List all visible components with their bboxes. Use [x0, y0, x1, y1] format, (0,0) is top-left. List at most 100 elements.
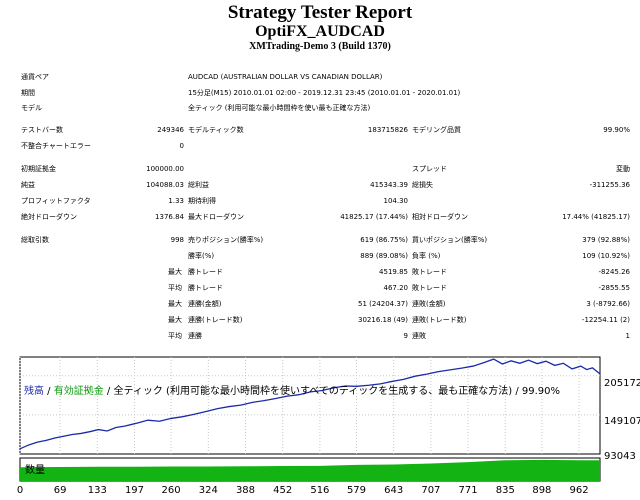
max-cons-profit-prefix: 最大 — [168, 316, 182, 324]
model-value: 全ティック (利用可能な最小時間枠を使い最も正確な方法) — [188, 104, 371, 112]
max-drawdown-value: 41825.17 (17.44%) — [340, 213, 408, 221]
caption-balance: 残高 — [24, 386, 44, 397]
x-tick-label: 197 — [124, 485, 145, 496]
max-cons-profit-label: 連勝(トレード数) — [188, 316, 243, 324]
x-tick-label: 835 — [495, 485, 515, 496]
mismatch-label: 不整合チャートエラー — [21, 142, 91, 150]
period-value: 15分足(M15) 2010.01.01 02:00 - 2019.12.31 … — [188, 89, 461, 97]
long-positions-label: 買いポジション(勝率%) — [412, 236, 488, 244]
x-tick-label: 69 — [53, 485, 67, 496]
total-trades-label: 総取引数 — [21, 236, 49, 244]
x-tick-label: 388 — [235, 485, 256, 496]
win-rate-value: 889 (89.08%) — [360, 252, 408, 260]
volume-area — [20, 459, 600, 481]
avg-win-label: 勝トレード — [188, 284, 223, 292]
model-ticks-value: 183715826 — [367, 126, 408, 134]
model-quality-value: 99.90% — [603, 126, 630, 134]
abs-drawdown-value: 1376.84 — [155, 213, 184, 221]
x-tick-label: 133 — [87, 485, 107, 496]
rel-drawdown-label: 相対ドローダウン — [412, 213, 468, 221]
avg-cons-losses-label: 連敗 — [412, 332, 426, 340]
bars-label: テストバー数 — [21, 126, 63, 134]
gross-loss-label: 総損失 — [412, 181, 433, 189]
max-cons-label: 最大 — [168, 300, 182, 308]
profit-factor-label: プロフィットファクタ — [21, 197, 91, 205]
loss-rate-label: 負率 (%) — [412, 252, 441, 260]
x-tick-label: 324 — [198, 485, 218, 496]
avg-win-value: 467.20 — [383, 284, 409, 292]
max-cons-profit-value: 30216.18 (49) — [358, 316, 408, 324]
expected-payoff-value: 104.30 — [383, 197, 409, 205]
spread-label: スプレッド — [412, 165, 447, 173]
model-quality-label: モデリング品質 — [412, 126, 461, 134]
x-tick-label: 643 — [384, 485, 404, 496]
chart-caption: 残高 / 有効証拠金 / 全ティック (利用可能な最小時間枠を使いすべてのティッ… — [24, 382, 560, 397]
largest-loss-label: 敗トレード — [412, 268, 447, 276]
rel-drawdown-value: 17.44% (41825.17) — [562, 213, 630, 221]
chart-frame — [19, 356, 601, 455]
largest-win-value: 4519.85 — [379, 268, 408, 276]
balance-series — [19, 358, 601, 450]
net-profit-label: 純益 — [21, 181, 35, 189]
gross-loss-value: -311255.36 — [589, 181, 630, 189]
x-tick-label: 962 — [569, 485, 589, 496]
largest-loss-value: -8245.26 — [598, 268, 630, 276]
total-trades-value: 998 — [170, 236, 184, 244]
report-title: Strategy Tester Report — [227, 2, 413, 23]
max-cons-losses-label: 連敗(金額) — [412, 300, 446, 308]
y-tick-label: 149107 — [604, 416, 640, 427]
net-profit-value: 104088.03 — [146, 181, 184, 189]
x-tick-label: 260 — [161, 485, 181, 496]
gross-profit-value: 415343.39 — [370, 181, 408, 189]
largest-label: 最大 — [168, 268, 182, 276]
expected-payoff-label: 期待利得 — [188, 197, 216, 205]
y-tick-label: 93043 — [604, 451, 636, 462]
x-tick-label: 771 — [458, 485, 478, 496]
abs-drawdown-label: 絶対ドローダウン — [21, 213, 77, 221]
average-label: 平均 — [168, 284, 182, 292]
x-tick-label: 516 — [310, 485, 330, 496]
avg-loss-label: 敗トレード — [412, 284, 447, 292]
largest-win-label: 勝トレード — [188, 268, 223, 276]
win-rate-label: 勝率(%) — [188, 252, 215, 260]
gross-profit-label: 総利益 — [188, 181, 209, 189]
caption-equity: 有効証拠金 — [53, 386, 104, 397]
max-cons-wins-value: 51 (24204.37) — [358, 300, 408, 308]
caption-sep: / — [44, 386, 54, 397]
deposit-value: 100000.00 — [146, 165, 184, 173]
loss-rate-value: 109 (10.92%) — [582, 252, 630, 260]
spread-value: 変動 — [616, 165, 630, 173]
bars-value: 249346 — [157, 126, 184, 134]
report-server: XMTrading-Demo 3 (Build 1370) — [249, 41, 391, 52]
short-positions-label: 売りポジション(勝率%) — [188, 236, 264, 244]
avg-cons-wins-label: 連勝 — [188, 332, 202, 340]
deposit-label: 初期証拠金 — [21, 165, 56, 173]
pair-value: AUDCAD (AUSTRALIAN DOLLAR VS CANADIAN DO… — [188, 73, 383, 81]
x-tick-label: 0 — [16, 485, 24, 496]
avg-cons-wins-value: 9 — [403, 332, 408, 340]
report-symbol: OptiFX_AUDCAD — [255, 23, 385, 40]
caption-rest: / 全ティック (利用可能な最小時間枠を使いすべてのティックを生成する、最も正確… — [103, 386, 560, 397]
model-label: モデル — [21, 104, 42, 112]
max-cons-wins-label: 連勝(金額) — [188, 300, 222, 308]
max-cons-losses-value: 3 (-8792.66) — [586, 300, 630, 308]
y-tick-label: 205172 — [604, 378, 640, 389]
profit-factor-value: 1.33 — [168, 197, 184, 205]
volume-label: 数量 — [25, 465, 45, 476]
x-tick-label: 452 — [273, 485, 293, 496]
short-positions-value: 619 (86.75%) — [360, 236, 408, 244]
chart-grid — [19, 357, 600, 454]
balance-line — [19, 358, 601, 450]
x-tick-label: 707 — [421, 485, 441, 496]
x-tick-label: 579 — [346, 485, 367, 496]
long-positions-value: 379 (92.88%) — [582, 236, 630, 244]
avg-loss-value: -2855.55 — [598, 284, 630, 292]
x-tick-label: 898 — [532, 485, 552, 496]
mismatch-value: 0 — [179, 142, 184, 150]
avg-cons-prefix: 平均 — [168, 332, 182, 340]
max-cons-loss-value: -12254.11 (2) — [581, 316, 630, 324]
max-cons-loss-label: 連敗(トレード数) — [412, 316, 467, 324]
model-ticks-label: モデルティック数 — [188, 126, 244, 134]
volume-frame — [19, 457, 601, 482]
volume-bars — [20, 459, 600, 481]
